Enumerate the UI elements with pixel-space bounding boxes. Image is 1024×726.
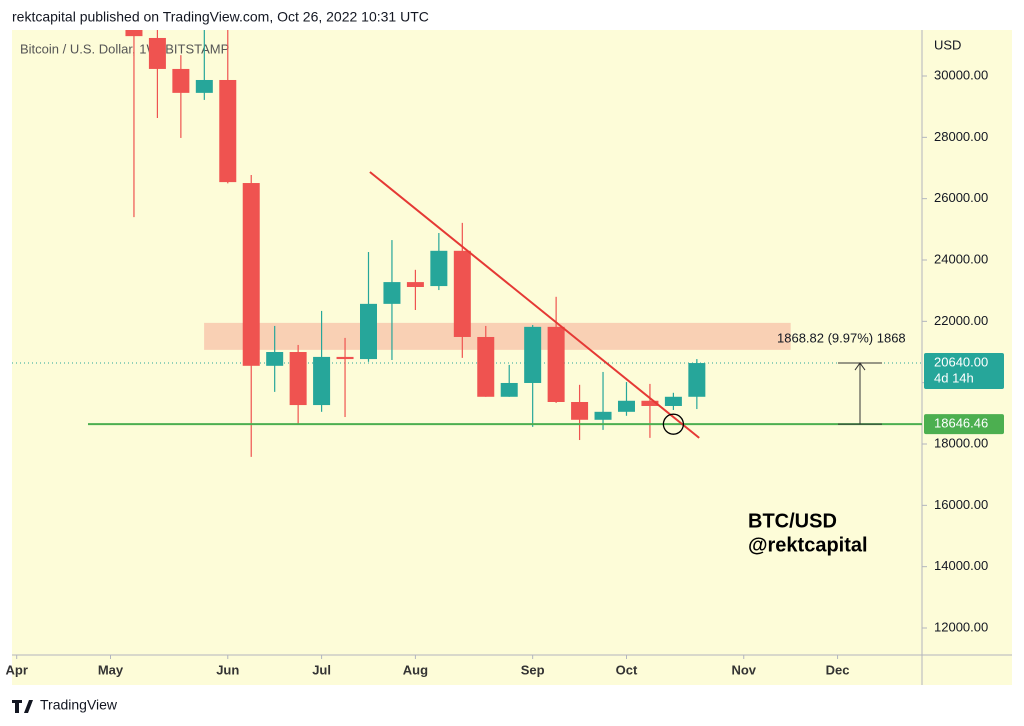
y-tick-label: 26000.00 <box>934 190 988 205</box>
symbol-title: Bitcoin / U.S. Dollar, 1W, BITSTAMP <box>20 41 229 56</box>
annotation: @rektcapital <box>748 534 868 556</box>
y-tick-label: 14000.00 <box>934 558 988 573</box>
last-price-tag <box>924 353 1004 390</box>
x-tick-label: Jun <box>216 662 239 677</box>
y-tick-label: 12000.00 <box>934 619 988 634</box>
countdown-label: 4d 14h <box>934 370 974 385</box>
support-label: 18646.46 <box>934 416 988 431</box>
y-tick-label: 16000.00 <box>934 497 988 512</box>
candle-body <box>430 250 448 287</box>
measure-label: 1868.82 (9.97%) 1868 <box>777 330 906 345</box>
resistance-zone <box>204 322 791 350</box>
candle-body <box>641 400 659 406</box>
candle-body <box>453 250 471 337</box>
x-tick-label: May <box>98 662 124 677</box>
x-tick-label: Nov <box>731 662 756 677</box>
candle-body <box>242 183 260 366</box>
candle-body <box>219 79 237 183</box>
candle-body <box>266 352 284 366</box>
support-tag <box>924 414 1004 435</box>
currency-label: USD <box>934 37 961 52</box>
y-tick-label: 22000.00 <box>934 313 988 328</box>
measure-arrowhead <box>854 362 866 371</box>
candle-body <box>148 37 166 69</box>
candle-body <box>547 326 565 402</box>
footer: TradingView <box>40 697 118 713</box>
candle-body <box>406 282 424 287</box>
x-tick-label: Sep <box>521 662 545 677</box>
x-tick-label: Apr <box>5 662 27 677</box>
plot: 1868.82 (9.97%) 1868 <box>12 30 922 457</box>
y-tick-label: 28000.00 <box>934 129 988 144</box>
candle-body <box>594 411 612 420</box>
x-tick-label: Oct <box>616 662 638 677</box>
y-tick-label: 24000.00 <box>934 251 988 266</box>
candle-body <box>617 400 635 412</box>
last-price-label: 20640.00 <box>934 354 988 369</box>
x-tick-label: Jul <box>312 662 331 677</box>
tv-logo <box>12 700 33 713</box>
y-tick-label: 18000.00 <box>934 435 988 450</box>
candle-body <box>477 336 495 397</box>
x-tick-label: Dec <box>826 662 850 677</box>
x-tick-label: Aug <box>403 662 428 677</box>
touch-marker <box>662 413 685 435</box>
candle-body <box>383 282 401 304</box>
candle-body <box>571 401 589 420</box>
candle-body <box>172 68 190 93</box>
trendline <box>369 171 700 439</box>
candle-body <box>359 303 377 360</box>
header: rektcapital published on TradingView.com… <box>12 9 429 25</box>
y-tick-label: 30000.00 <box>934 67 988 82</box>
candle-body <box>500 382 518 397</box>
chart-background <box>12 30 1012 685</box>
candle-body <box>125 30 143 37</box>
candle-body <box>688 363 706 397</box>
candle-body <box>289 352 307 406</box>
candle-body <box>195 79 213 93</box>
candle-body <box>336 356 354 360</box>
candle-body <box>313 356 331 406</box>
annotation: BTC/USD <box>748 510 837 532</box>
candle-body <box>524 326 542 383</box>
candle-body <box>664 396 682 406</box>
